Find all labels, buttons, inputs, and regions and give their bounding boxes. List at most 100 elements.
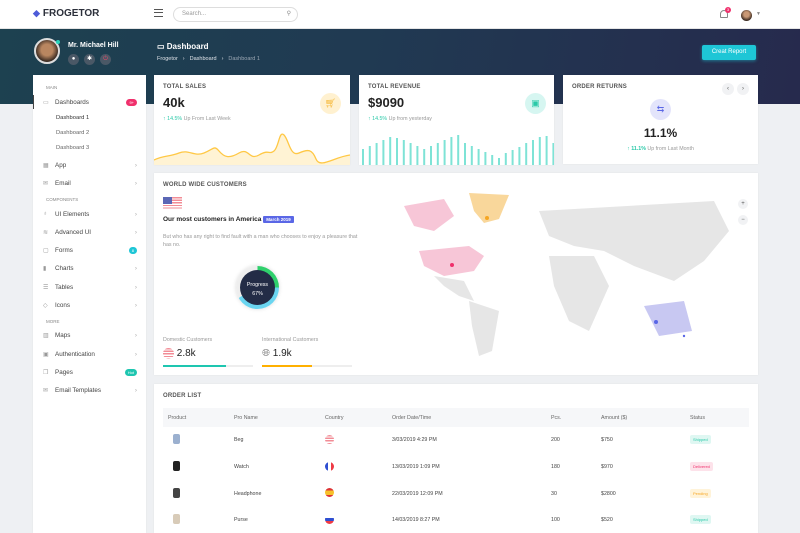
table-row[interactable]: Beg 3/03/2019 4:29 PM 200 $750 Shipped xyxy=(163,427,749,454)
world-map[interactable] xyxy=(374,191,744,361)
sidebar-item-icons[interactable]: ◇ Icons › xyxy=(43,302,137,310)
sidebar-item-email[interactable]: ✉ Email › xyxy=(43,180,137,188)
revenue-bar xyxy=(368,146,371,165)
sidebar-item-advanced-ui[interactable]: ≋ Advanced UI › xyxy=(43,228,137,236)
sidebar-item-app[interactable]: ▦ App › xyxy=(43,161,137,169)
profile-avatar xyxy=(34,38,60,64)
chevron-right-icon: › xyxy=(134,302,137,310)
gift-icon: ♁ xyxy=(43,211,48,218)
sidebar-item-dashboards[interactable]: ▭ Dashboards 9+ xyxy=(33,93,146,111)
chevron-right-icon: › xyxy=(134,180,137,188)
chevron-right-icon: › xyxy=(134,387,137,395)
sales-sparkline xyxy=(154,133,350,165)
zoom-in-button[interactable]: + xyxy=(738,199,748,209)
revenue-bar xyxy=(416,146,419,165)
us-flag-icon xyxy=(163,197,182,210)
section-label: MAIN xyxy=(46,85,58,90)
list-icon: ☰ xyxy=(43,284,49,291)
fr-flag-icon xyxy=(325,461,334,471)
revenue-bar xyxy=(518,147,521,165)
sidebar-item-tables[interactable]: ☰ Tables › xyxy=(43,283,137,291)
chevron-left-icon[interactable]: ‹ xyxy=(722,83,734,95)
gear-icon[interactable]: ✱ xyxy=(84,54,95,65)
es-flag-icon xyxy=(325,488,334,498)
purse-icon xyxy=(173,514,180,525)
diamond-icon: ◇ xyxy=(43,303,48,310)
grid-icon: ▦ xyxy=(43,162,49,169)
ru-flag-icon xyxy=(325,514,334,524)
status-badge: Pending xyxy=(690,488,711,498)
revenue-bars xyxy=(362,135,554,165)
sidebar-item-email-templates[interactable]: ✉ Email Templates › xyxy=(43,387,137,395)
chevron-right-icon: › xyxy=(134,265,137,273)
revenue-bar xyxy=(464,143,466,165)
domestic-progress-bar xyxy=(163,365,253,367)
clipboard-icon: ▢ xyxy=(43,248,49,255)
frog-icon: ◆ xyxy=(33,8,40,18)
domestic-customers-value: 2.8k xyxy=(163,348,196,359)
bag-icon xyxy=(173,434,180,445)
revenue-bar xyxy=(552,143,554,165)
sidebar: MAIN ▭ Dashboards 9+ Dashboard 1 Dashboard… xyxy=(33,75,146,533)
brand-logo[interactable]: ◆ FROGETOR xyxy=(33,8,100,19)
create-report-button[interactable]: Creat Report xyxy=(702,45,756,60)
revenue-bar xyxy=(457,135,460,165)
mail-icon: ✉ xyxy=(43,181,49,188)
menu-toggle-icon[interactable] xyxy=(154,9,163,17)
search-icon[interactable]: ⚲ xyxy=(286,11,291,17)
breadcrumb-item[interactable]: Frogetor xyxy=(157,56,178,62)
sidebar-item-pages[interactable]: ❐ Pages Hot xyxy=(33,363,146,381)
revenue-bar xyxy=(450,137,453,165)
breadcrumb-current: Dashboard 1 xyxy=(228,56,260,62)
map-icon: ▥ xyxy=(43,333,49,340)
table-row[interactable]: Purse 14/03/2019 8:27 PM 100 $520 Shippe… xyxy=(163,507,749,533)
mail-template-icon: ✉ xyxy=(43,388,49,395)
watch-icon xyxy=(173,461,180,472)
table-row[interactable]: Watch 13/03/2019 1:09 PM 180 $970 Delive… xyxy=(163,454,749,481)
revenue-bar xyxy=(538,137,541,165)
column-header: Amount ($) xyxy=(596,408,685,427)
revenue-bar xyxy=(545,136,548,165)
revenue-bar xyxy=(491,155,494,165)
sidebar-item-forms[interactable]: ▢ Forms 8 xyxy=(33,241,146,259)
search-input[interactable]: Search... ⚲ xyxy=(173,7,298,22)
top-bar: ◆ FROGETOR Search... ⚲ 3 ▼ xyxy=(0,0,800,29)
table-row[interactable]: Headphone 22/03/2019 12:09 PM 30 $2800 P… xyxy=(163,480,749,507)
badge: 9+ xyxy=(126,98,137,106)
column-header: Status xyxy=(685,408,749,427)
layers-icon: ≋ xyxy=(43,229,49,236)
lock-icon: ▣ xyxy=(43,351,49,358)
chevron-down-icon[interactable]: ▼ xyxy=(756,11,761,17)
sidebar-subitem-dashboard-2[interactable]: Dashboard 2 xyxy=(56,130,90,137)
bar-chart-icon: ▮ xyxy=(43,266,47,273)
sidebar-item-charts[interactable]: ▮ Charts › xyxy=(43,265,137,273)
zoom-out-button[interactable]: − xyxy=(738,215,748,225)
chevron-right-icon[interactable]: › xyxy=(737,83,749,95)
order-returns-card: ORDER RETURNS ‹ › ⇆ 11.1% ↑ 11.1% Up fro… xyxy=(563,75,758,164)
revenue-bar xyxy=(389,137,392,165)
sidebar-item-maps[interactable]: ▥ Maps › xyxy=(43,332,137,340)
badge: Hot xyxy=(124,368,137,376)
revenue-bar xyxy=(511,150,514,165)
column-header: Product xyxy=(163,408,229,427)
chevron-right-icon: › xyxy=(134,210,137,218)
avatar[interactable] xyxy=(741,10,752,21)
bell-icon[interactable] xyxy=(720,10,728,18)
status-badge: Shipped xyxy=(690,435,711,445)
sidebar-item-ui-elements[interactable]: ♁ UI Elements › xyxy=(43,210,137,218)
wallet-icon: ▣ xyxy=(525,93,546,114)
power-icon[interactable]: ⏻ xyxy=(100,54,111,65)
globe-icon: 🌐︎ xyxy=(262,348,270,359)
breadcrumb-item[interactable]: Dashboard xyxy=(189,56,217,62)
chevron-right-icon: › xyxy=(134,332,137,340)
revenue-bar xyxy=(396,138,398,165)
user-icon[interactable]: ● xyxy=(68,54,79,65)
sidebar-subitem-dashboard-3[interactable]: Dashboard 3 xyxy=(56,145,90,152)
revenue-bar xyxy=(532,140,534,165)
world-customers-card: WORLD WIDE CUSTOMERS Our most customers … xyxy=(154,173,758,375)
sidebar-item-authentication[interactable]: ▣ Authentication › xyxy=(43,350,137,358)
breadcrumb: Frogetor › Dashboard › Dashboard 1 xyxy=(157,56,260,62)
chevron-right-icon: › xyxy=(134,350,137,358)
sidebar-subitem-dashboard-1[interactable]: Dashboard 1 xyxy=(56,115,90,122)
column-header: Pcs. xyxy=(546,408,596,427)
